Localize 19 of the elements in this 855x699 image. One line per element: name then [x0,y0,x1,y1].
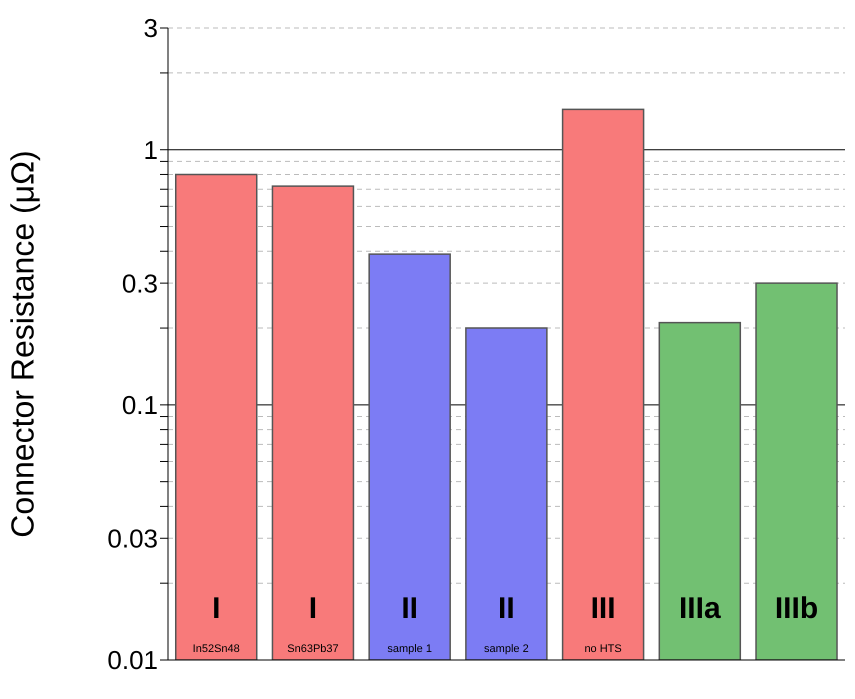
annotation: Sn63Pb37 [287,643,339,655]
annotation: no HTS [584,643,622,655]
y-tick-label: 0.01 [107,645,158,676]
x-tick-label: I [212,592,220,625]
y-axis-title: Connector Resistance (μΩ) [4,150,40,538]
y-tick-label: 1 [144,134,158,165]
x-tick-label: IIIb [774,592,818,625]
x-tick-label: III [590,592,616,625]
x-tick-label: II [401,592,418,625]
x-tick-label: II [498,592,515,625]
y-tick-label: 0.1 [122,390,158,420]
x-tick-label: IIIa [678,592,721,625]
y-tick-label: 0.3 [122,268,158,298]
annotation: sample 2 [484,643,529,655]
y-tick-label: 3 [144,13,158,44]
y-tick-label: 0.03 [107,524,158,554]
x-tick-label: I [308,592,318,625]
annotation: In52Sn48 [192,643,240,655]
annotation: sample 1 [387,643,432,655]
